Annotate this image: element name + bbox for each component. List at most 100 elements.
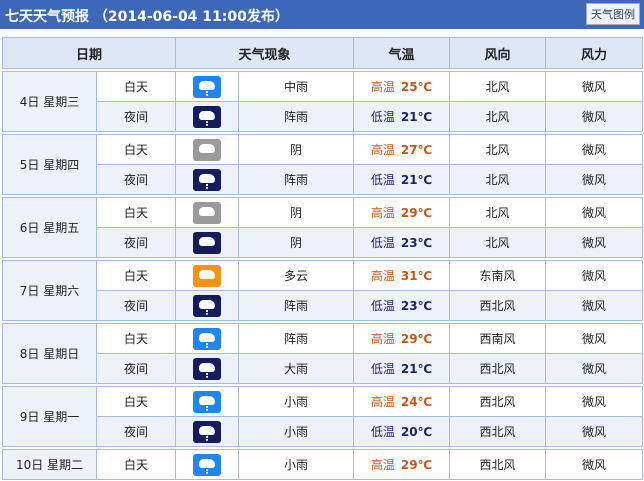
period: 夜间 <box>96 353 176 384</box>
table-row: 10日 星期二 白天 小雨 高温 29℃ 西北风 微风 <box>2 449 643 480</box>
temperature: 高温 24℃ <box>353 386 450 417</box>
icon-cell <box>175 290 239 321</box>
temp-value: 25℃ <box>400 80 433 94</box>
temp-label: 低温 <box>370 299 395 313</box>
weather: 大雨 <box>238 353 354 384</box>
wind-power: 微风 <box>545 71 643 102</box>
temp-label: 高温 <box>370 332 395 346</box>
overcast-icon <box>193 138 221 161</box>
icon-cell <box>175 416 239 447</box>
forecast-table: 日期 天气现象 气温 风向 风力 4日 星期三 白天 中雨 高温 25℃ 北风 微风… <box>2 37 643 480</box>
weather: 多云 <box>238 260 354 291</box>
table-row: 8日 星期日 白天 阵雨 高温 29℃ 西南风 微风 <box>2 323 643 384</box>
icon-cell <box>175 323 239 354</box>
table-row: 5日 星期四 白天 阴 高温 27℃ 北风 微风 <box>2 134 643 195</box>
shower-night-icon <box>193 294 221 317</box>
period: 白天 <box>96 197 176 228</box>
weather: 阵雨 <box>238 164 354 195</box>
table-header: 日期 天气现象 气温 风向 风力 <box>2 37 643 69</box>
temp-label: 低温 <box>370 110 395 124</box>
header-bar: 七天天气预报 （2014-06-04 11:00发布） 天气图例 <box>0 0 644 29</box>
col-date: 日期 <box>2 37 176 69</box>
temp-label: 低温 <box>370 362 395 376</box>
temp-label: 高温 <box>370 269 395 283</box>
weather: 阴 <box>238 197 354 228</box>
day-group: 9日 星期一 白天 小雨 高温 24℃ 西北风 微风 夜间 小雨 低温 20℃ 西北风 … <box>2 386 643 447</box>
temperature: 低温 21℃ <box>353 101 450 132</box>
wind-power: 微风 <box>545 134 643 165</box>
table-row: 夜间 阵雨 低温 21℃ 北风 微风 <box>3 101 643 132</box>
date-cell: 9日 星期一 <box>2 386 97 447</box>
col-wind-dir: 风向 <box>449 37 546 69</box>
table-row: 夜间 阴 低温 23℃ 北风 微风 <box>3 227 643 258</box>
icon-cell <box>175 260 239 291</box>
weather: 小雨 <box>238 386 354 417</box>
col-wind-power: 风力 <box>545 37 643 69</box>
temperature: 高温 29℃ <box>353 197 450 228</box>
table-row: 夜间 大雨 低温 21℃ 西北风 微风 <box>3 353 643 384</box>
temp-label: 低温 <box>370 173 395 187</box>
temp-value: 27℃ <box>400 143 433 157</box>
day-group: 5日 星期四 白天 阴 高温 27℃ 北风 微风 夜间 阵雨 低温 21℃ 北风 微风 <box>2 134 643 195</box>
period: 白天 <box>96 386 176 417</box>
temp-label: 高温 <box>370 395 395 409</box>
day-group: 6日 星期五 白天 阴 高温 29℃ 北风 微风 夜间 阴 低温 23℃ 北风 微风 <box>2 197 643 258</box>
table-row: 夜间 阵雨 低温 23℃ 西北风 微风 <box>3 290 643 321</box>
temp-value: 23℃ <box>400 299 433 313</box>
temp-label: 高温 <box>370 206 395 220</box>
weather: 阵雨 <box>238 101 354 132</box>
wind-power: 微风 <box>545 449 643 480</box>
date-cell: 10日 星期二 <box>2 449 97 480</box>
temperature: 高温 25℃ <box>353 71 450 102</box>
wind-direction: 北风 <box>449 227 546 258</box>
temp-value: 21℃ <box>400 362 433 376</box>
period: 白天 <box>96 323 176 354</box>
temperature: 低温 21℃ <box>353 353 450 384</box>
table-row: 7日 星期六 白天 多云 高温 31℃ 东南风 微风 <box>2 260 643 321</box>
wind-power: 微风 <box>545 290 643 321</box>
overcast-icon <box>193 201 221 224</box>
weather: 小雨 <box>238 416 354 447</box>
day-group: 7日 星期六 白天 多云 高温 31℃ 东南风 微风 夜间 阵雨 低温 23℃ 西北风 … <box>2 260 643 321</box>
wind-direction: 西北风 <box>449 290 546 321</box>
wind-power: 微风 <box>545 323 643 354</box>
weather: 小雨 <box>238 449 354 480</box>
temp-value: 21℃ <box>400 173 433 187</box>
weather: 阵雨 <box>238 323 354 354</box>
date-cell: 7日 星期六 <box>2 260 97 321</box>
temperature: 高温 29℃ <box>353 449 450 480</box>
icon-cell <box>175 101 239 132</box>
date-cell: 5日 星期四 <box>2 134 97 195</box>
wind-direction: 北风 <box>449 134 546 165</box>
wind-direction: 西北风 <box>449 449 546 480</box>
wind-power: 微风 <box>545 227 643 258</box>
wind-direction: 北风 <box>449 164 546 195</box>
temp-label: 高温 <box>370 458 395 472</box>
wind-direction: 西北风 <box>449 386 546 417</box>
temperature: 低温 23℃ <box>353 227 450 258</box>
weather: 阵雨 <box>238 290 354 321</box>
wind-direction: 东南风 <box>449 260 546 291</box>
wind-direction: 北风 <box>449 197 546 228</box>
table-row: 4日 星期三 白天 中雨 高温 25℃ 北风 微风 <box>2 71 643 132</box>
wind-power: 微风 <box>545 197 643 228</box>
day-group: 8日 星期日 白天 阵雨 高温 29℃ 西南风 微风 夜间 大雨 低温 21℃ 西北风 … <box>2 323 643 384</box>
period: 夜间 <box>96 227 176 258</box>
temperature: 低温 23℃ <box>353 290 450 321</box>
col-temp: 气温 <box>353 37 450 69</box>
temp-value: 29℃ <box>400 458 433 472</box>
icon-cell <box>175 71 239 102</box>
temp-value: 24℃ <box>400 395 433 409</box>
wind-direction: 北风 <box>449 101 546 132</box>
weather-legend-button[interactable]: 天气图例 <box>586 3 640 25</box>
temp-value: 31℃ <box>400 269 433 283</box>
temperature: 低温 21℃ <box>353 164 450 195</box>
wind-direction: 西北风 <box>449 416 546 447</box>
period: 白天 <box>96 260 176 291</box>
temp-label: 高温 <box>370 80 395 94</box>
icon-cell <box>175 134 239 165</box>
wind-direction: 西北风 <box>449 353 546 384</box>
wind-power: 微风 <box>545 416 643 447</box>
temperature: 低温 20℃ <box>353 416 450 447</box>
icon-cell <box>175 386 239 417</box>
